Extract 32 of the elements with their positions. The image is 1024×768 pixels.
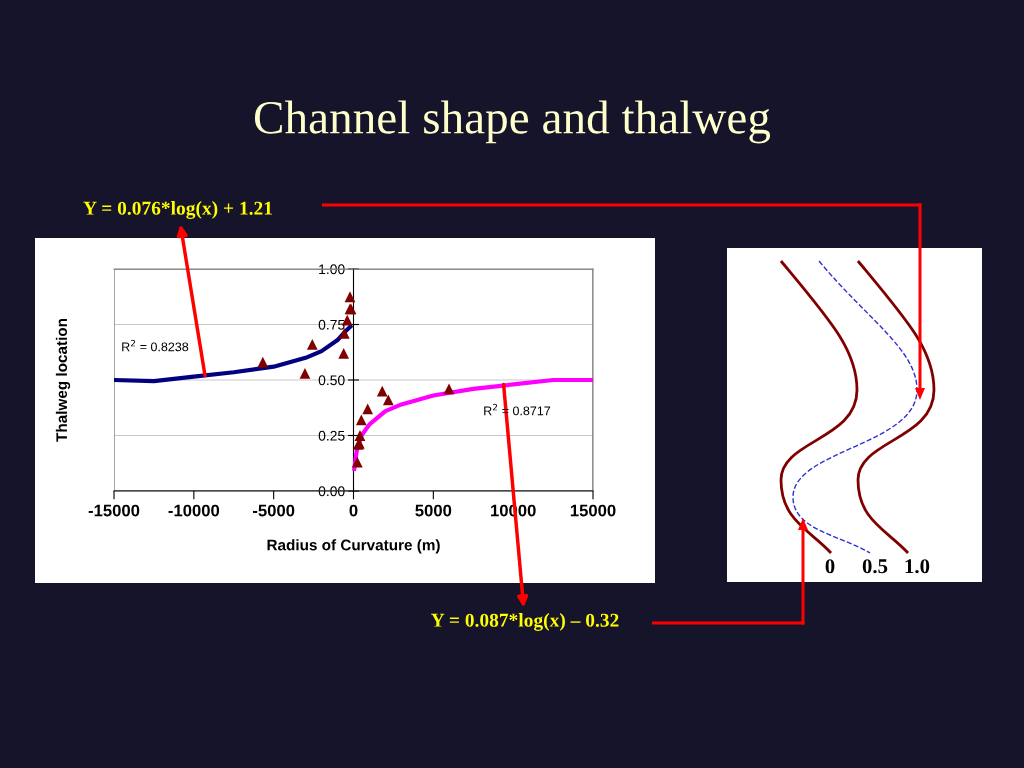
point bbox=[306, 339, 318, 350]
x-tick-label: -5000 bbox=[253, 504, 295, 517]
x-tick-label: 15000 bbox=[570, 504, 616, 517]
point bbox=[382, 394, 394, 406]
y-tick-label: 1.00 bbox=[319, 264, 345, 275]
y-tick-label: 0.25 bbox=[318, 430, 345, 441]
point bbox=[344, 291, 356, 303]
point bbox=[299, 367, 311, 379]
y-axis-title: Thalweg location bbox=[55, 318, 71, 442]
y-tick-label: 0.75 bbox=[318, 319, 345, 330]
point bbox=[362, 403, 374, 415]
point bbox=[376, 385, 388, 397]
point bbox=[355, 414, 367, 426]
y-tick-label: 0.50 bbox=[318, 375, 345, 386]
x-tick-label: -10000 bbox=[168, 504, 220, 517]
annotation: R$^{2}$ = 0.8238 bbox=[122, 339, 189, 352]
text: 0 bbox=[825, 559, 835, 574]
point bbox=[354, 430, 366, 441]
x-tick-label: -15000 bbox=[88, 504, 140, 517]
chart-title: Channel shape and thalweg bbox=[254, 100, 771, 144]
x-axis-title: Radius of Curvature (m) bbox=[267, 539, 440, 554]
text: 0.5 bbox=[862, 559, 888, 574]
point bbox=[257, 356, 269, 368]
x-tick-label: 5000 bbox=[415, 504, 452, 517]
point bbox=[443, 383, 455, 395]
line-series bbox=[352, 377, 593, 471]
x-tick-label: 0 bbox=[349, 504, 358, 517]
annotation: Y = 0.076*log(x) + 1.21 bbox=[83, 201, 272, 219]
point bbox=[351, 456, 363, 468]
point bbox=[338, 347, 350, 359]
text: 1.0 bbox=[905, 559, 930, 574]
annotation: Y = 0.087*log(x) – 0.32 bbox=[431, 613, 619, 631]
